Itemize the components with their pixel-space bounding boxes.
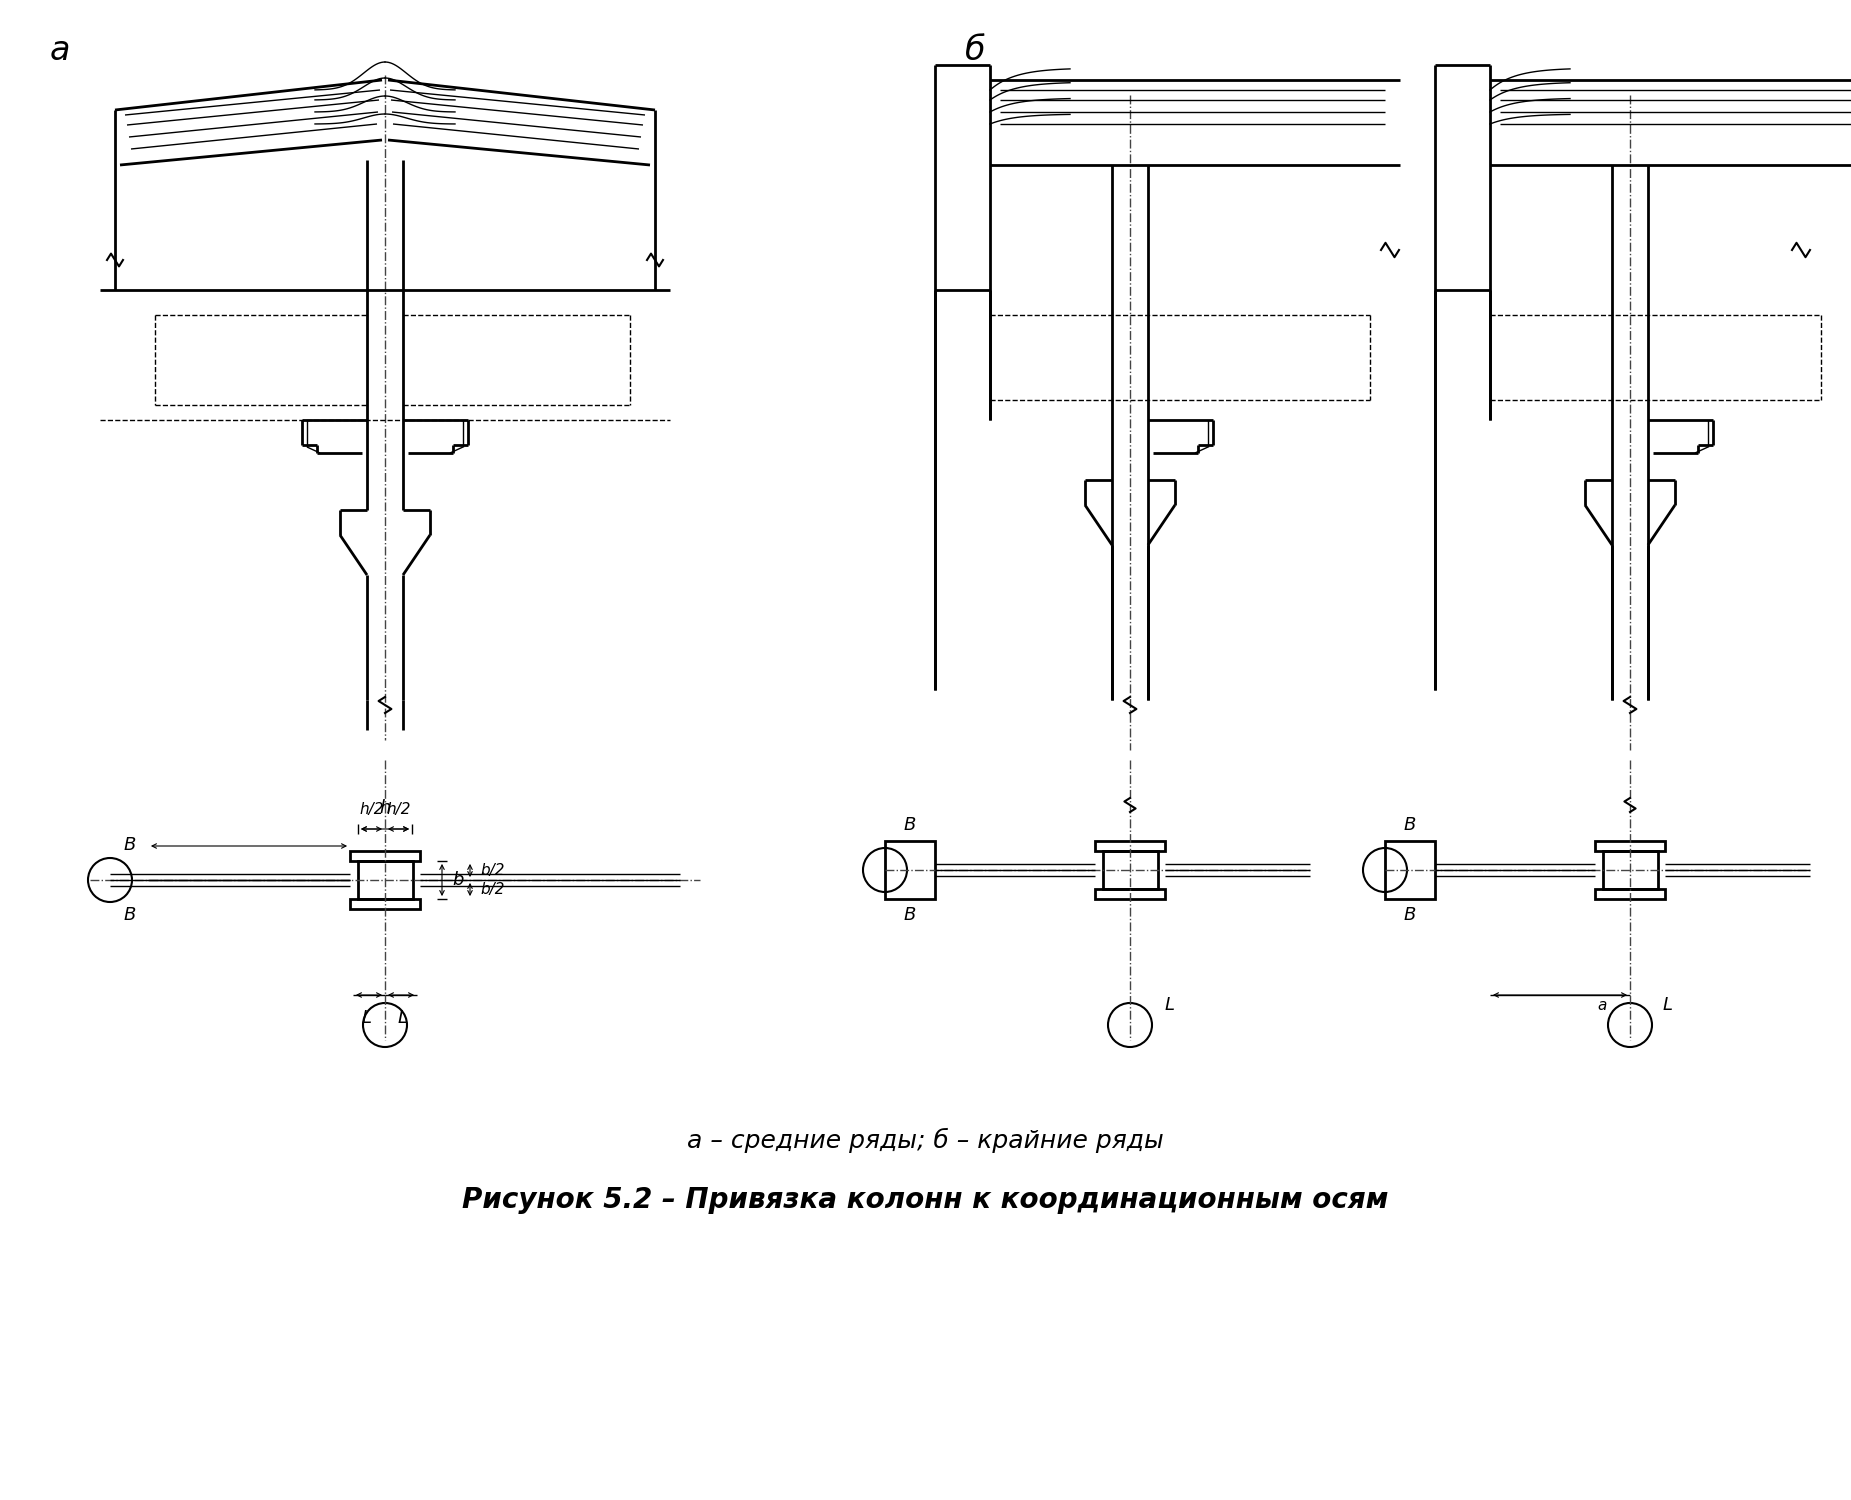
Text: а: а (50, 33, 70, 66)
Text: b/2: b/2 (479, 862, 505, 877)
Bar (885, 842, 935, 898)
Bar (1596, 890, 1666, 898)
Text: B: B (124, 836, 135, 854)
Bar (1096, 890, 1164, 898)
Text: a: a (1597, 998, 1607, 1012)
Text: B: B (1403, 906, 1416, 924)
Text: B: B (903, 906, 916, 924)
Text: б: б (964, 33, 985, 66)
Bar (350, 898, 420, 909)
Text: h/2: h/2 (387, 802, 411, 818)
Text: L: L (1662, 996, 1673, 1014)
Text: B: B (124, 906, 135, 924)
Text: b: b (452, 871, 463, 889)
Text: b/2: b/2 (479, 882, 505, 897)
Text: L: L (363, 1010, 372, 1028)
Text: B: B (1403, 816, 1416, 834)
Text: L: L (398, 1010, 407, 1028)
Bar (1096, 842, 1164, 850)
Text: h/2: h/2 (359, 802, 383, 818)
Bar (1103, 850, 1159, 889)
Bar (1385, 842, 1435, 898)
Text: а – средние ряды; б – крайние ряды: а – средние ряды; б – крайние ряды (687, 1128, 1164, 1152)
Bar (357, 861, 413, 898)
Text: L: L (1164, 996, 1175, 1014)
Bar (350, 850, 420, 861)
Text: Рисунок 5.2 – Привязка колонн к координационным осям: Рисунок 5.2 – Привязка колонн к координа… (461, 1186, 1388, 1214)
Bar (1603, 850, 1658, 889)
Text: B: B (903, 816, 916, 834)
Text: h: h (379, 800, 391, 818)
Bar (1596, 842, 1666, 850)
